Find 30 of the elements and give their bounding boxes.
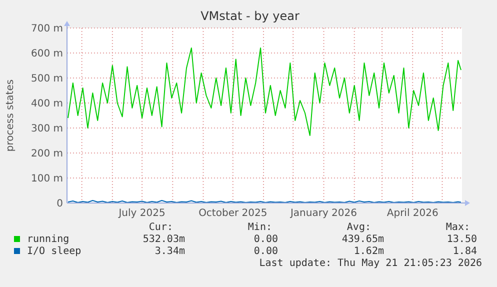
x-tick-label: January 2026 [289, 208, 358, 219]
text: Avg: [346, 222, 371, 233]
x-tick-label: October 2025 [198, 208, 268, 219]
y-tick-label: 500 m [30, 74, 63, 84]
y-tick-label: 600 m [30, 48, 63, 60]
y-tick-label: 400 m [30, 98, 63, 110]
chart-title: VMstat - by year [200, 9, 300, 23]
y-tick-label: 0 [56, 198, 63, 210]
y-tick-label: 200 m [30, 148, 63, 160]
text: 1.84 [452, 246, 477, 257]
text: Max: [446, 222, 470, 233]
y-tick-label: 100 m [30, 174, 63, 184]
text: 0.00 [254, 234, 278, 245]
text: Cur: [148, 222, 173, 233]
text: 13.50 [446, 234, 477, 245]
y-tick-label: 300 m [30, 124, 63, 134]
text: 0.00 [254, 246, 278, 257]
text: 1.62m [354, 246, 384, 257]
text: Min: [248, 222, 272, 233]
y-tick-label: 700 m [30, 24, 63, 34]
x-tick-label: April 2026 [386, 208, 438, 219]
text: Last update: Thu May 21 21:05:23 2026 [259, 258, 482, 269]
legend-label: I/O sleep [27, 246, 82, 257]
x-tick-label: July 2025 [118, 208, 166, 219]
text: 3.34m [154, 246, 185, 257]
text: 532.03m [142, 234, 185, 245]
line-series [67, 48, 462, 136]
legend-label: running [27, 234, 70, 245]
text: 439.65m [342, 234, 384, 245]
y-axis-title: process states [5, 79, 16, 152]
